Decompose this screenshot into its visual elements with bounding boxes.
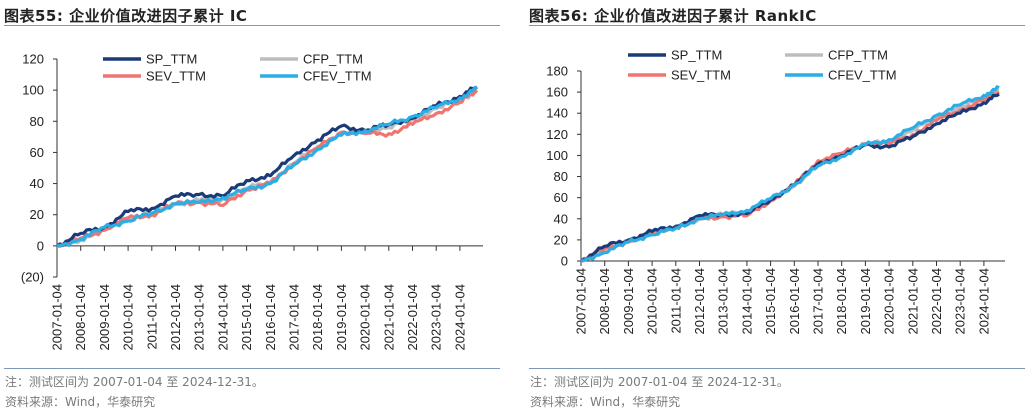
- test-period-note: 注：测试区间为 2007-01-04 至 2024-12-31。: [530, 375, 789, 389]
- x-tick-label: 2016-01-04: [787, 268, 802, 335]
- y-tick-label: 20: [554, 232, 568, 247]
- x-tick-label: 2017-01-04: [811, 268, 826, 335]
- x-tick-label: 2020-01-04: [882, 268, 897, 335]
- legend-label: SP_TTM: [671, 48, 722, 63]
- x-tick-label: 2021-01-04: [905, 268, 920, 335]
- y-tick-label: 100: [546, 148, 568, 163]
- x-tick-label: 2020-01-04: [358, 284, 373, 351]
- x-tick-label: 2012-01-04: [692, 268, 707, 335]
- series-line-cfev-ttm: [580, 85, 1000, 263]
- ic-line-chart: (20) 0 20 40 60 80 100 120 2007-01-04 2008-01-04 2…: [21, 52, 483, 351]
- x-tick-label: 2014-01-04: [739, 268, 754, 335]
- y-tick-label: 80: [554, 169, 568, 184]
- y-tick-label: 0: [37, 238, 44, 253]
- legend-label: CFP_TTM: [303, 52, 363, 67]
- chart-panel-ic: 图表55: 企业价值改进因子累计 IC (20) 0 20 40 60 80 100 120 2…: [4, 7, 500, 409]
- x-tick-label: 2022-01-04: [929, 268, 944, 335]
- y-tick-label: 80: [30, 114, 44, 129]
- test-period-note: 注：测试区间为 2007-01-04 至 2024-12-31。: [5, 375, 264, 389]
- legend-label: SEV_TTM: [671, 68, 731, 83]
- y-tick-label: 40: [554, 211, 568, 226]
- y-tick-label: 120: [546, 127, 568, 142]
- title-divider: [529, 25, 1025, 26]
- x-tick-label: 2007-01-04: [574, 268, 589, 335]
- x-tick-label: 2014-01-04: [215, 284, 230, 351]
- x-tick-label: 2017-01-04: [287, 284, 302, 351]
- x-tick-label: 2018-01-04: [310, 284, 325, 351]
- x-tick-label: 2011-01-04: [668, 268, 683, 334]
- data-source: 资料来源：Wind，华泰研究: [5, 395, 156, 409]
- x-tick-label: 2009-01-04: [621, 268, 636, 335]
- y-tick-label: 20: [30, 207, 44, 222]
- x-tick-label: 2023-01-04: [429, 284, 444, 351]
- y-tick-label: (20): [21, 270, 44, 285]
- x-tick-label: 2007-01-04: [50, 284, 65, 351]
- chart-title: 图表55: 企业价值改进因子累计 IC: [4, 7, 248, 25]
- footer-divider: [529, 368, 1025, 369]
- x-tick-label: 2009-01-04: [97, 284, 112, 351]
- x-tick-label: 2015-01-04: [239, 284, 254, 351]
- y-tick-label: 100: [22, 83, 44, 98]
- legend-label: CFEV_TTM: [303, 69, 372, 84]
- title-divider: [4, 25, 500, 26]
- x-tick-label: 2024-01-04: [452, 284, 467, 351]
- x-tick-label: 2010-01-04: [645, 268, 660, 335]
- x-tick-label: 2015-01-04: [763, 268, 778, 335]
- chart-title: 图表56: 企业价值改进因子累计 RankIC: [529, 7, 817, 25]
- x-tick-label: 2011-01-04: [144, 284, 159, 350]
- legend-label: CFP_TTM: [828, 48, 888, 63]
- x-tick-label: 2012-01-04: [168, 284, 183, 351]
- y-tick-label: 60: [30, 145, 44, 160]
- x-tick-label: 2013-01-04: [192, 284, 207, 351]
- rankic-line-chart: 0 20 40 60 80 100 120 140 160 180 2007-01-04 2008-0…: [546, 48, 1005, 335]
- y-tick-label: 160: [546, 85, 568, 100]
- y-tick-label: 0: [561, 254, 568, 269]
- data-source: 资料来源：Wind，华泰研究: [530, 395, 681, 409]
- footer-divider: [4, 368, 500, 369]
- x-tick-label: 2024-01-04: [976, 268, 991, 335]
- x-tick-label: 2019-01-04: [334, 284, 349, 351]
- x-tick-label: 2022-01-04: [405, 284, 420, 351]
- chart-panel-rankic: 图表56: 企业价值改进因子累计 RankIC 0 20 40 60 80 100 120 1…: [515, 0, 1030, 413]
- legend-label: CFEV_TTM: [828, 68, 897, 83]
- y-tick-label: 40: [30, 176, 44, 191]
- y-tick-label: 140: [546, 106, 568, 121]
- x-tick-label: 2019-01-04: [858, 268, 873, 335]
- legend-label: SEV_TTM: [146, 69, 206, 84]
- x-tick-label: 2010-01-04: [121, 284, 136, 351]
- x-tick-label: 2008-01-04: [597, 268, 612, 335]
- x-tick-label: 2013-01-04: [716, 268, 731, 335]
- x-tick-label: 2018-01-04: [834, 268, 849, 335]
- legend-label: SP_TTM: [146, 52, 197, 67]
- y-tick-label: 120: [22, 52, 44, 67]
- series-line-cfev-ttm: [56, 85, 478, 248]
- y-tick-label: 180: [546, 64, 568, 79]
- y-tick-label: 60: [554, 190, 568, 205]
- x-tick-label: 2023-01-04: [953, 268, 968, 335]
- x-tick-label: 2016-01-04: [263, 284, 278, 351]
- x-tick-label: 2008-01-04: [73, 284, 88, 351]
- x-tick-label: 2021-01-04: [381, 284, 396, 351]
